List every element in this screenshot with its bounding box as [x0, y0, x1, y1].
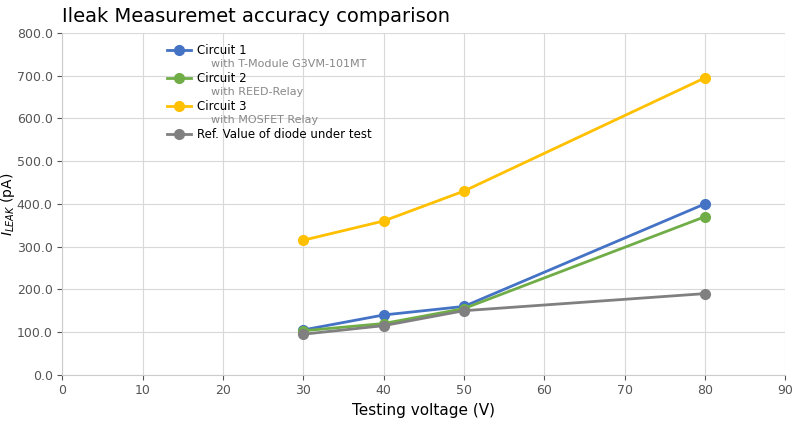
X-axis label: Testing voltage (V): Testing voltage (V) [352, 403, 495, 418]
Text: $I_{LEAK}$ (pA): $I_{LEAK}$ (pA) [0, 172, 18, 235]
Text: Ileak Measuremet accuracy comparison: Ileak Measuremet accuracy comparison [62, 7, 450, 26]
Legend: Circuit 1,     with T-Module G3VM-101MT, Circuit 2,     with REED-Relay, Circuit: Circuit 1, with T-Module G3VM-101MT, Cir… [162, 39, 376, 145]
